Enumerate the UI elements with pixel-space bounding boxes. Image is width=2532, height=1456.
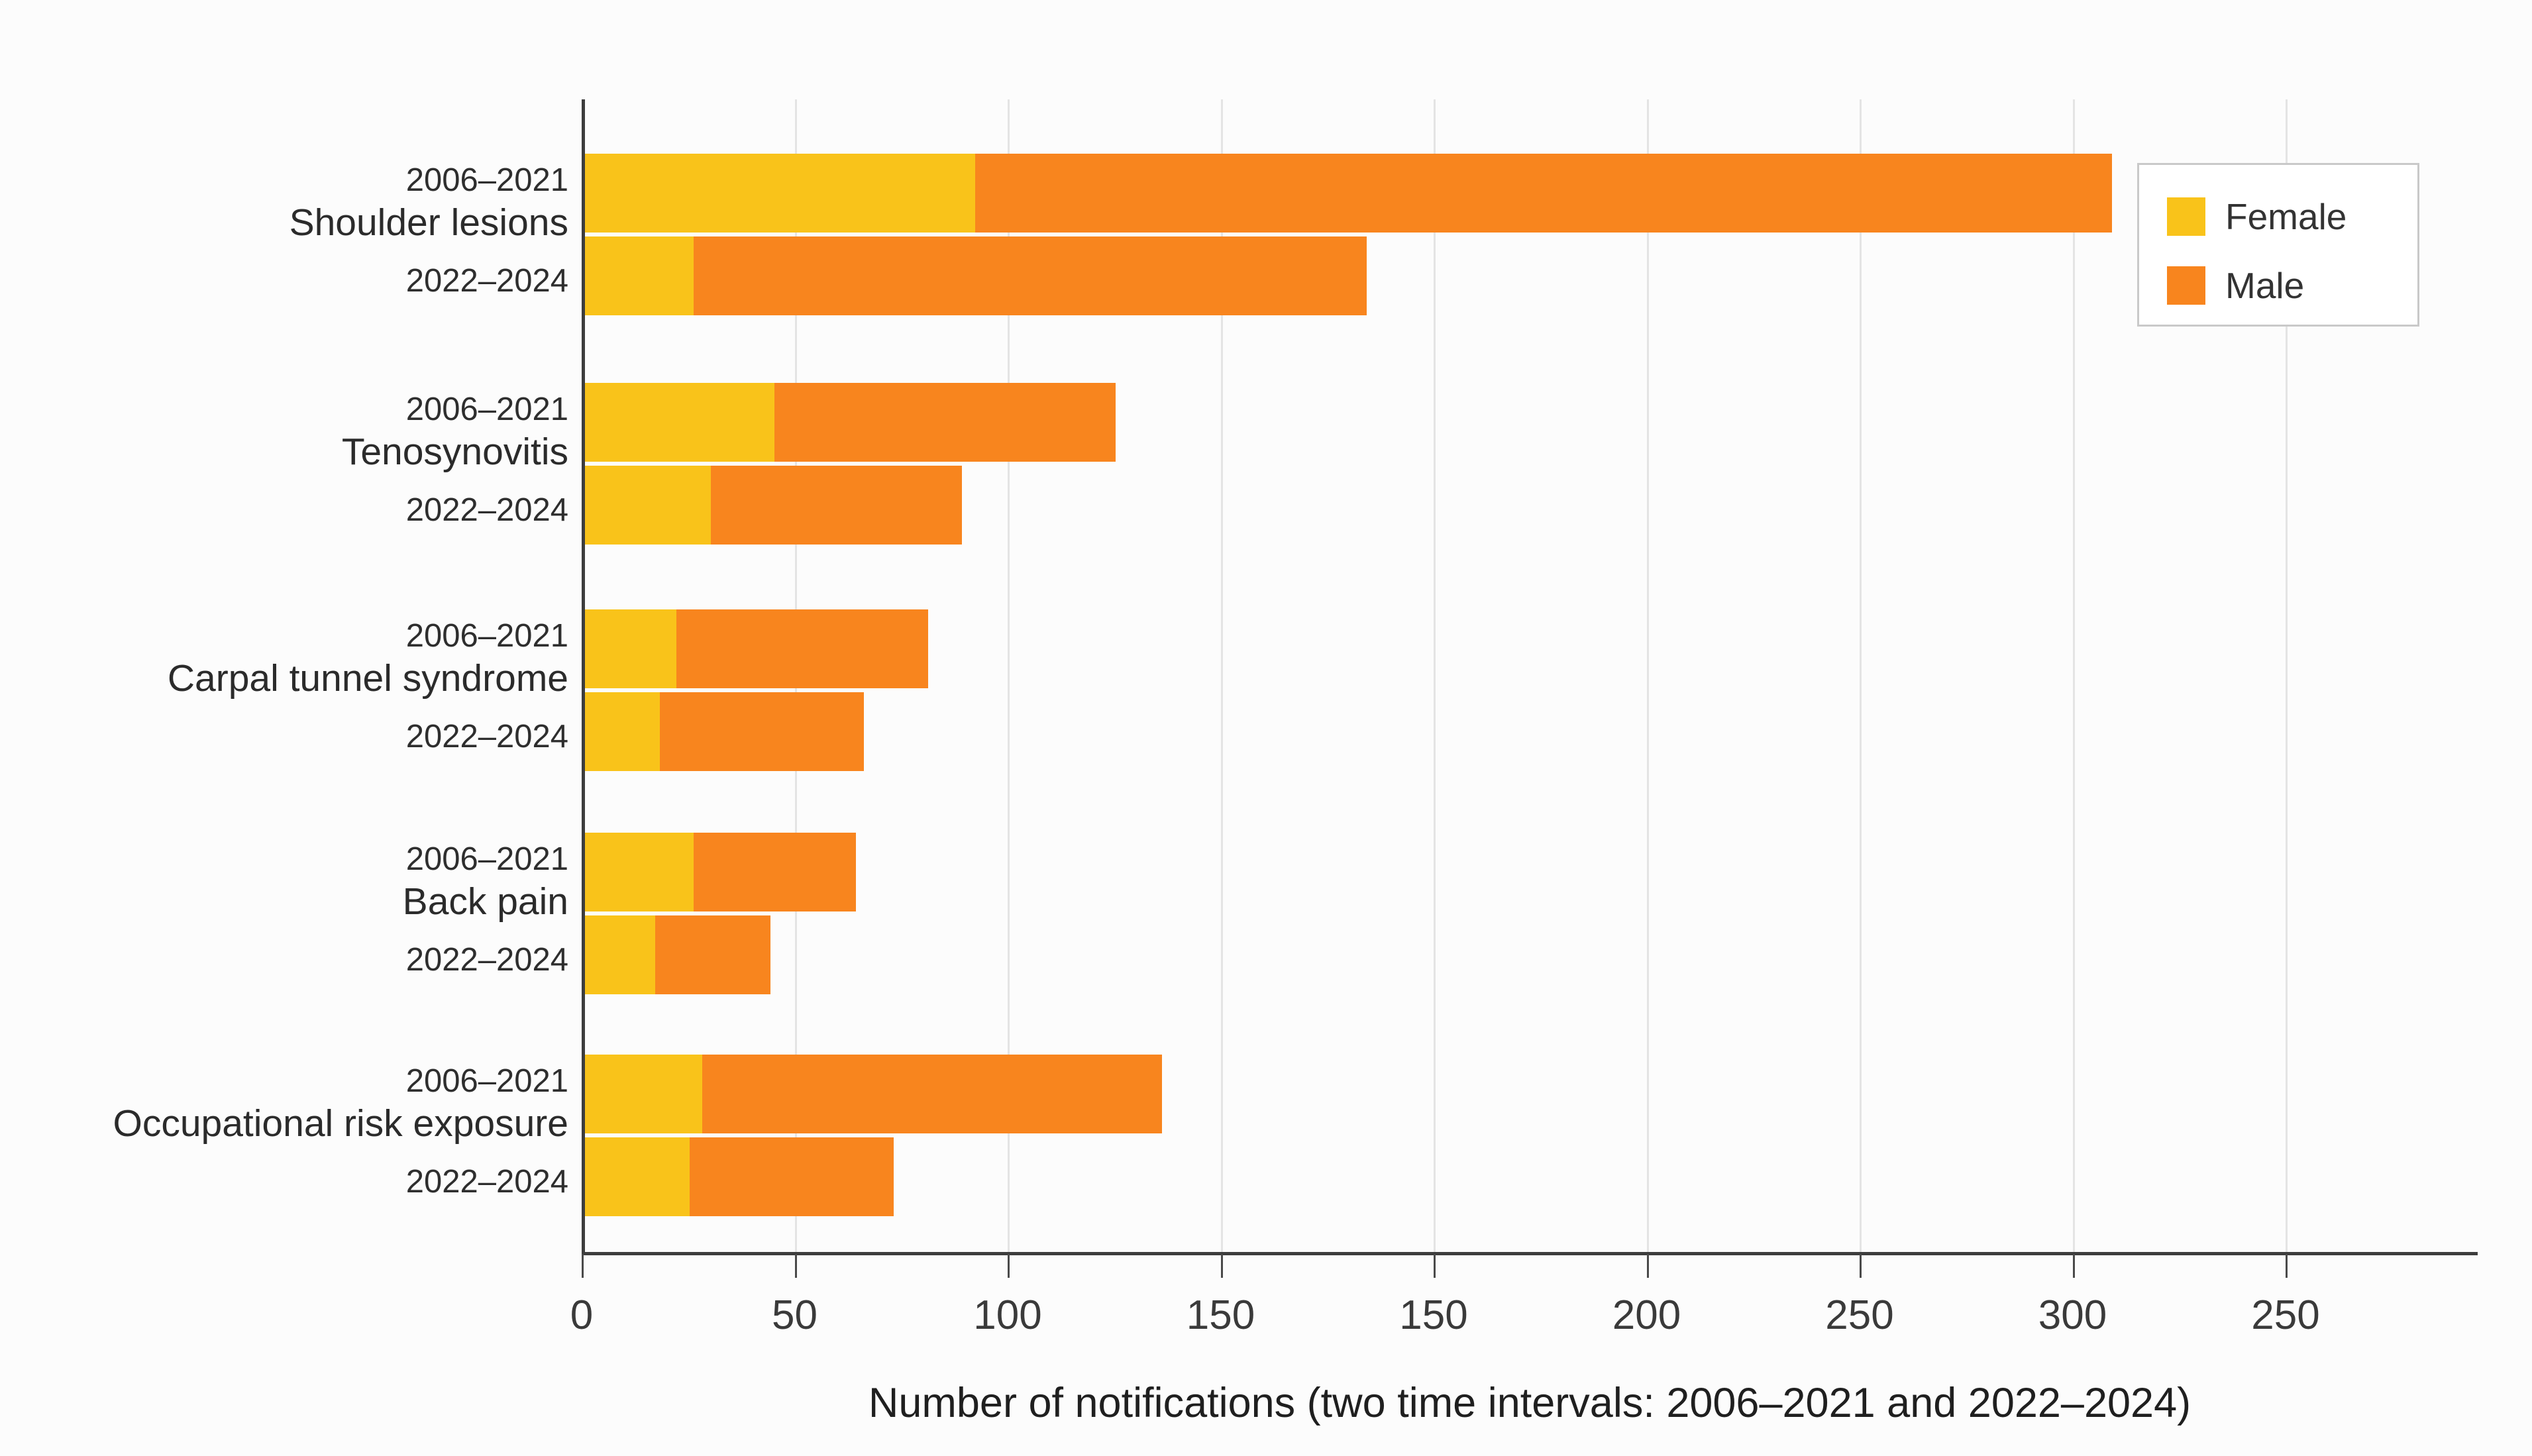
x-axis-tick-label: 150	[1186, 1292, 1255, 1338]
x-axis-tick-label: 0	[570, 1292, 594, 1338]
bar-occupational-risk-exposure-2006-2021-male	[702, 1055, 1163, 1133]
gridline	[1646, 99, 1649, 1254]
bar-carpal-tunnel-syndrome-2006-2021-female	[583, 609, 677, 688]
x-axis-line	[582, 1252, 2478, 1255]
bar-shoulder-lesions-2006-2021-male	[975, 154, 2113, 233]
gridline	[2072, 99, 2075, 1254]
legend-label-male: Male	[2225, 265, 2305, 306]
legend-item-female: Female	[2167, 195, 2347, 238]
row-label-shoulder-lesions-2022-2024: 2022–2024	[405, 263, 568, 299]
y-axis-line	[582, 99, 585, 1254]
x-axis-tick-label: 50	[772, 1292, 818, 1338]
row-label-occupational-risk-exposure-2022-2024: 2022–2024	[405, 1164, 568, 1200]
category-label-back-pain: Back pain	[402, 880, 568, 923]
male-swatch-icon	[2167, 266, 2205, 305]
x-axis-tick-label: 300	[2038, 1292, 2107, 1338]
bar-back-pain-2006-2021-male	[694, 833, 856, 911]
bar-back-pain-2022-2024-male	[655, 915, 770, 994]
gridline	[1220, 99, 1223, 1254]
row-label-carpal-tunnel-syndrome-2006-2021: 2006–2021	[405, 618, 568, 654]
x-axis-tick	[2072, 1254, 2075, 1278]
bar-carpal-tunnel-syndrome-2022-2024-male	[659, 692, 865, 771]
gridline	[2286, 99, 2288, 1254]
x-axis-tick	[1008, 1254, 1010, 1278]
legend-item-male: Male	[2167, 264, 2304, 307]
x-axis-title: Number of notifications (two time interv…	[868, 1380, 2191, 1426]
row-label-occupational-risk-exposure-2006-2021: 2006–2021	[405, 1063, 568, 1099]
bar-shoulder-lesions-2022-2024-male	[694, 236, 1367, 315]
row-label-tenosynovitis-2022-2024: 2022–2024	[405, 492, 568, 528]
row-label-back-pain-2006-2021: 2006–2021	[405, 841, 568, 877]
row-label-shoulder-lesions-2006-2021: 2006–2021	[405, 162, 568, 198]
x-axis-tick-label: 250	[2251, 1292, 2320, 1338]
bar-tenosynovitis-2022-2024-female	[583, 466, 711, 545]
bar-carpal-tunnel-syndrome-2022-2024-female	[583, 692, 660, 771]
x-axis-tick	[1860, 1254, 1862, 1278]
x-axis-tick	[582, 1254, 584, 1278]
bar-tenosynovitis-2006-2021-female	[583, 383, 775, 462]
x-axis-tick-label: 250	[1825, 1292, 1894, 1338]
bar-back-pain-2006-2021-female	[583, 833, 694, 911]
bar-carpal-tunnel-syndrome-2006-2021-male	[676, 609, 928, 688]
bar-shoulder-lesions-2006-2021-female	[583, 154, 975, 233]
legend: Female Male	[2137, 163, 2419, 327]
x-axis-tick	[1434, 1254, 1436, 1278]
gridline	[1860, 99, 1862, 1254]
bar-tenosynovitis-2022-2024-male	[710, 466, 963, 545]
female-swatch-icon	[2167, 197, 2205, 236]
x-axis-tick-label: 100	[973, 1292, 1042, 1338]
x-axis-tick	[1646, 1254, 1649, 1278]
x-axis-tick	[2286, 1254, 2288, 1278]
row-label-carpal-tunnel-syndrome-2022-2024: 2022–2024	[405, 719, 568, 754]
x-axis-tick	[794, 1254, 797, 1278]
x-axis-tick	[1220, 1254, 1223, 1278]
bar-occupational-risk-exposure-2006-2021-female	[583, 1055, 703, 1133]
gridline	[1434, 99, 1436, 1254]
gridline	[1008, 99, 1010, 1254]
bar-tenosynovitis-2006-2021-male	[774, 383, 1116, 462]
category-label-tenosynovitis: Tenosynovitis	[341, 431, 568, 473]
x-axis-tick-label: 150	[1399, 1292, 1468, 1338]
bar-shoulder-lesions-2022-2024-female	[583, 236, 694, 315]
bar-back-pain-2022-2024-female	[583, 915, 656, 994]
row-label-back-pain-2022-2024: 2022–2024	[405, 942, 568, 978]
category-label-shoulder-lesions: Shoulder lesions	[289, 201, 568, 244]
category-label-occupational-risk-exposure: Occupational risk exposure	[113, 1102, 568, 1145]
legend-label-female: Female	[2225, 196, 2347, 237]
bar-occupational-risk-exposure-2022-2024-male	[689, 1137, 894, 1216]
row-label-tenosynovitis-2006-2021: 2006–2021	[405, 391, 568, 427]
bar-occupational-risk-exposure-2022-2024-female	[583, 1137, 690, 1216]
x-axis-tick-label: 200	[1612, 1292, 1681, 1338]
category-label-carpal-tunnel-syndrome: Carpal tunnel syndrome	[167, 657, 568, 700]
